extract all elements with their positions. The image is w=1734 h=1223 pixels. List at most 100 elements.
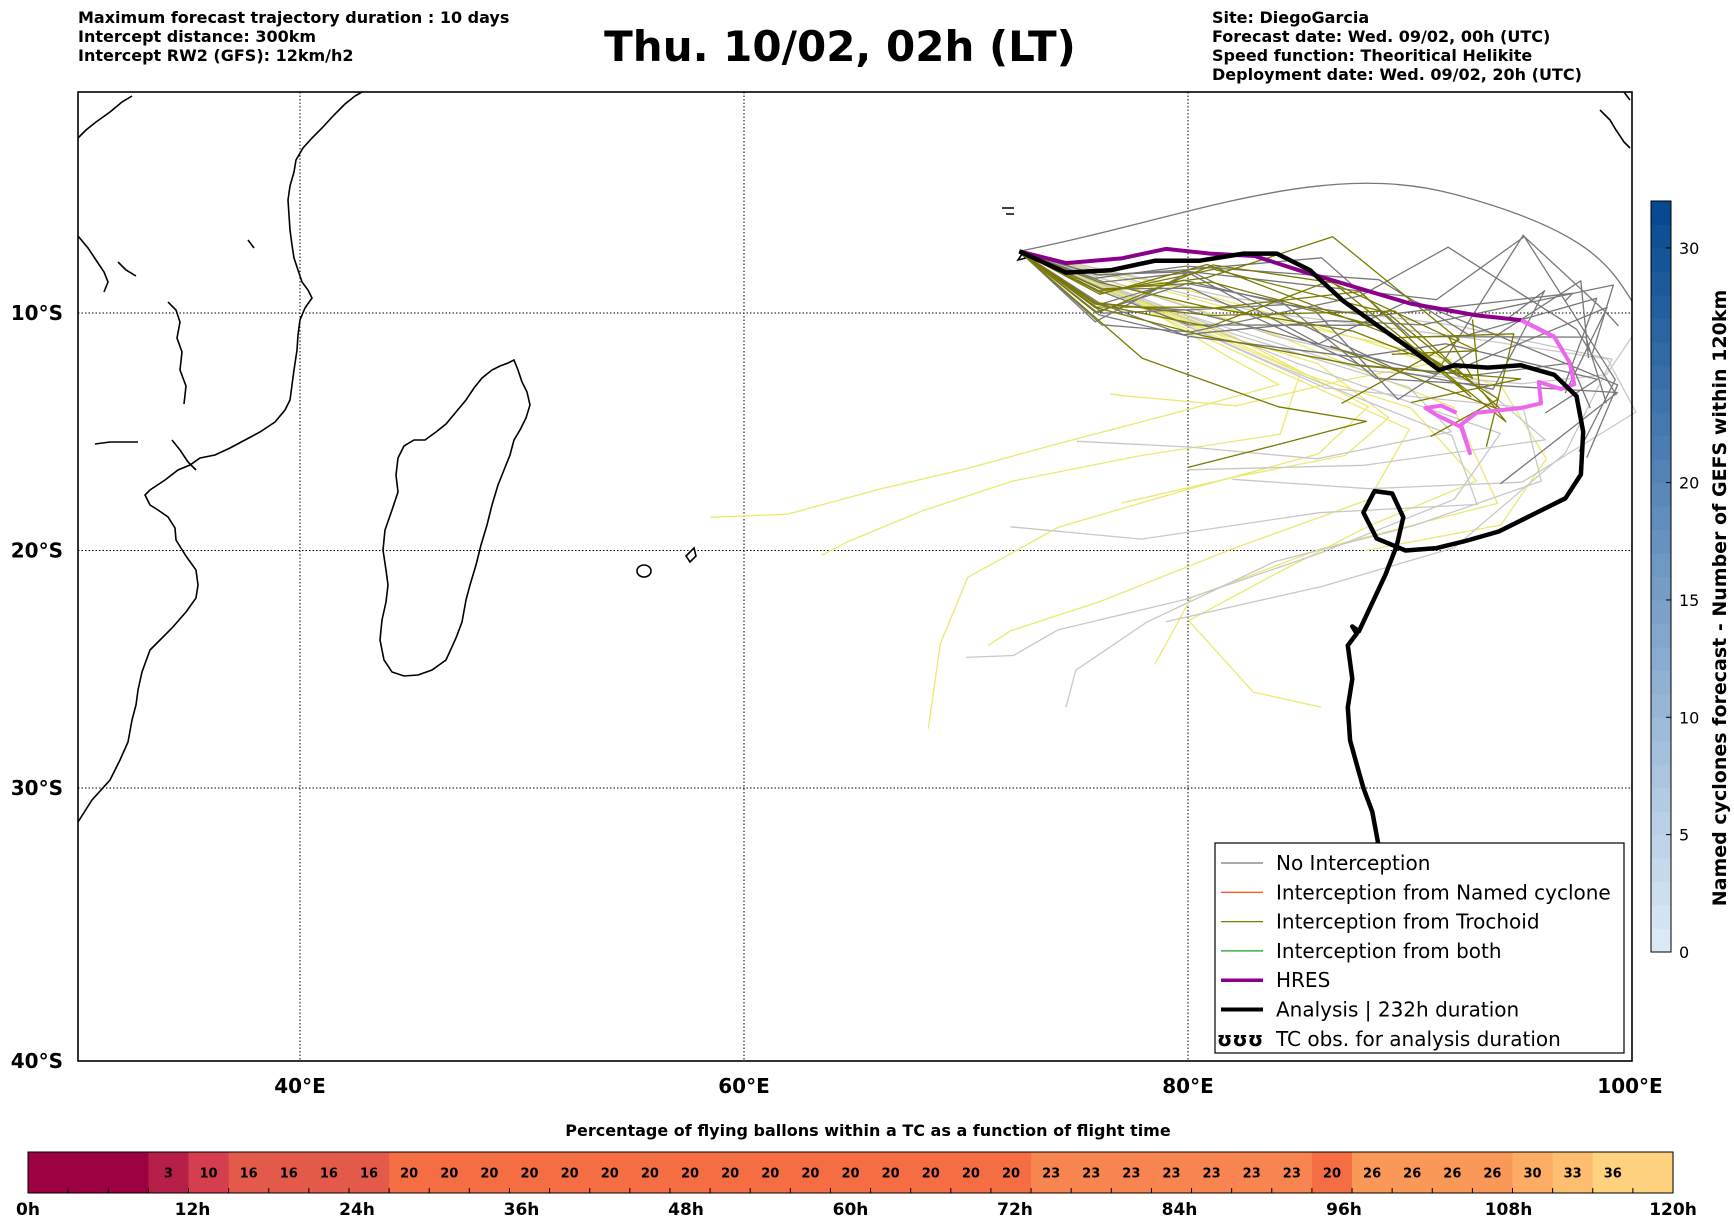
horizontal-colorbar-cell-value: 16 — [240, 1167, 258, 1182]
horizontal-colorbar-cell-value: 10 — [200, 1167, 218, 1182]
ensemble-trajectory — [1018, 250, 1619, 459]
lat-tick-label: 40°S — [11, 1049, 63, 1073]
vertical-colorbar-cell — [1651, 623, 1671, 648]
ensemble-trajectory — [1019, 250, 1500, 438]
legend-label: HRES — [1276, 968, 1330, 992]
ensemble-trajectory — [1018, 250, 1503, 412]
horizontal-colorbar-cell — [710, 1152, 751, 1193]
horizontal-colorbar-cell-value: 20 — [561, 1167, 579, 1182]
lat-tick-label: 30°S — [11, 776, 63, 800]
horizontal-colorbar-cell — [1432, 1152, 1473, 1193]
island-coastline — [1599, 109, 1631, 149]
horizontal-colorbar-cell-value: 20 — [601, 1167, 619, 1182]
vertical-colorbar-cell — [1651, 764, 1671, 789]
legend-label: Analysis | 232h duration — [1276, 998, 1519, 1022]
vertical-colorbar-cell — [1651, 271, 1671, 296]
ensemble-trajectory — [821, 250, 1302, 556]
horizontal-colorbar-cell — [669, 1152, 711, 1193]
horizontal-colorbar-cell-value: 23 — [1283, 1167, 1301, 1182]
ensemble-trajectory — [1018, 250, 1507, 423]
vertical-colorbar-cell — [1651, 318, 1671, 343]
vertical-colorbar-label: Named cyclones forecast - Number of GEFS… — [1709, 290, 1731, 907]
lat-tick-label: 10°S — [11, 301, 63, 325]
vertical-colorbar-cell — [1651, 482, 1671, 507]
hres-and-analysis-tracks — [1018, 246, 1586, 884]
vertical-colorbar-tick-label: 5 — [1679, 826, 1689, 845]
vertical-colorbar-cell — [1651, 811, 1671, 836]
island-coastline — [636, 564, 652, 578]
header-line: Intercept RW2 (GFS): 12km/h2 — [78, 46, 354, 65]
horizontal-colorbar-cell-value: 20 — [520, 1167, 538, 1182]
horizontal-colorbar-cell — [108, 1152, 149, 1193]
horizontal-colorbar-cell — [750, 1152, 791, 1193]
vertical-colorbar-tick-label: 0 — [1679, 943, 1689, 962]
island-coastline — [684, 546, 697, 564]
ensemble-trajectory — [1018, 250, 1474, 379]
horizontal-colorbar-time-label: 72h — [997, 1200, 1033, 1220]
horizontal-colorbar-cell — [1592, 1152, 1634, 1193]
madagascar-coastline — [379, 358, 531, 677]
vertical-colorbar: 0 5 10 15 20 30 — [1650, 200, 1699, 962]
tc-obs-symbol: ʊʊʊ — [1217, 1027, 1263, 1051]
horizontal-colorbar-cell — [188, 1152, 230, 1193]
horizontal-colorbar-cell-value: 20 — [962, 1167, 980, 1182]
horizontal-colorbar-cell — [950, 1152, 992, 1193]
horizontal-colorbar-frame — [27, 1151, 1674, 1194]
horizontal-colorbar-cell — [308, 1152, 350, 1193]
vertical-colorbar-cell — [1651, 576, 1671, 601]
map-tick-labels: 40°E 60°E 80°E 100°E 10°S 20°S 30°S 40°S — [11, 301, 1663, 1098]
island-coastline — [94, 441, 138, 445]
horizontal-colorbar-cell — [1352, 1152, 1393, 1193]
vertical-colorbar-cell — [1651, 553, 1671, 577]
horizontal-colorbar-title: Percentage of flying ballons within a TC… — [565, 1121, 1171, 1140]
horizontal-colorbar-time-label: 120h — [1649, 1200, 1697, 1220]
vertical-colorbar-cell — [1651, 670, 1671, 695]
horizontal-colorbar-cell — [509, 1152, 551, 1193]
coastlines — [77, 91, 1631, 823]
horizontal-colorbar-cell — [28, 1152, 69, 1193]
island-coastline — [171, 439, 197, 471]
header-line: Intercept distance: 300km — [78, 27, 317, 46]
horizontal-colorbar-cell — [1071, 1152, 1112, 1193]
lat-tick-label: 20°S — [11, 539, 63, 563]
horizontal-colorbar-cell — [790, 1152, 832, 1193]
horizontal-colorbar-cell-value: 16 — [360, 1167, 378, 1182]
header-line: Forecast date: Wed. 09/02, 00h (UTC) — [1212, 27, 1551, 46]
horizontal-colorbar-cell-value: 20 — [1002, 1167, 1020, 1182]
horizontal-colorbar-time-label: 96h — [1326, 1200, 1362, 1220]
horizontal-colorbar-cell-value: 26 — [1403, 1167, 1421, 1182]
vertical-colorbar-cell — [1651, 928, 1671, 953]
horizontal-colorbar-cell-value: 20 — [440, 1167, 458, 1182]
map-frame — [77, 91, 1633, 1062]
horizontal-colorbar-cell-value: 16 — [280, 1167, 298, 1182]
horizontal-colorbar-cell — [228, 1152, 270, 1193]
vertical-colorbar-tick-label: 15 — [1679, 591, 1699, 610]
horizontal-colorbar-time-label: 60h — [833, 1200, 869, 1220]
ensemble-trajectory — [1019, 250, 1633, 385]
horizontal-colorbar-cell-value: 23 — [1082, 1167, 1100, 1182]
horizontal-colorbar-cell — [1392, 1152, 1433, 1193]
horizontal-colorbar-cell — [629, 1152, 671, 1193]
horizontal-colorbar-time-label: 12h — [175, 1200, 211, 1220]
vertical-colorbar-cell — [1651, 834, 1671, 859]
vertical-colorbar-tick-label: 10 — [1679, 708, 1699, 727]
horizontal-colorbar-cell — [1191, 1152, 1233, 1193]
horizontal-colorbar-cell — [1512, 1152, 1554, 1193]
island-coastline — [117, 239, 255, 277]
vertical-colorbar-cell — [1651, 412, 1671, 437]
header-info-right: Site: DiegoGarcia Forecast date: Wed. 09… — [1212, 8, 1582, 84]
vertical-colorbar-cell — [1651, 459, 1671, 484]
horizontal-colorbar-cell-value: 20 — [761, 1167, 779, 1182]
horizontal-colorbar-cell-value: 20 — [400, 1167, 418, 1182]
horizontal-colorbar-cell-value: 36 — [1604, 1167, 1622, 1182]
horizontal-colorbar-cell-value: 20 — [721, 1167, 739, 1182]
horizontal-colorbar-cell — [1231, 1152, 1273, 1193]
hres-track — [1018, 246, 1556, 339]
island-coastline — [1623, 91, 1631, 101]
horizontal-colorbar-time-label: 36h — [504, 1200, 540, 1220]
vertical-colorbar-cell — [1651, 341, 1671, 366]
vertical-colorbar-cell — [1651, 224, 1671, 249]
horizontal-colorbar-time-label: 84h — [1162, 1200, 1198, 1220]
horizontal-colorbar-time-label: 0h — [16, 1200, 40, 1220]
